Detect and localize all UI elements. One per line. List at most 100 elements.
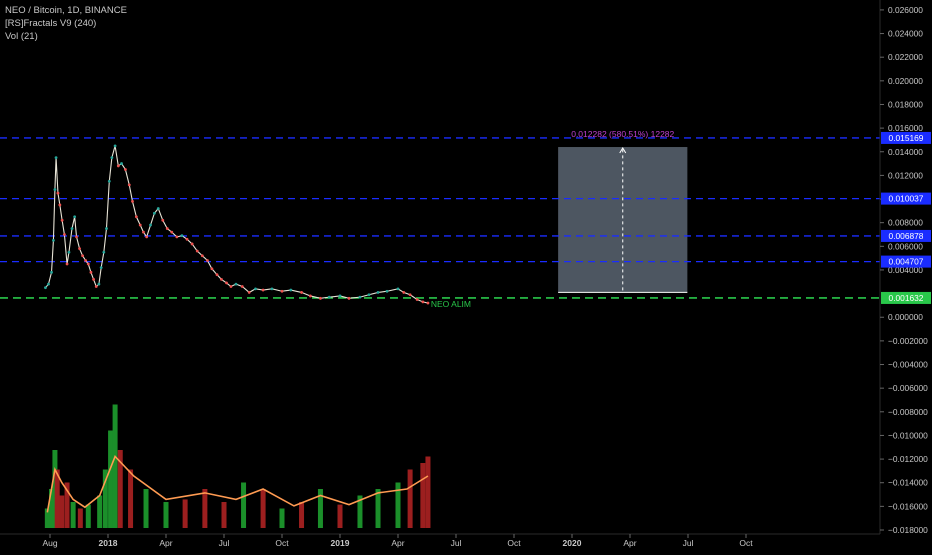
price-point: [145, 235, 149, 239]
price-axis[interactable]: 0.026000 0.024000 0.022000 0.020000 0.018000…: [879, 0, 928, 535]
time-axis-label: Aug: [42, 538, 57, 548]
price-axis-label: −0.002000: [888, 336, 928, 346]
volume-bar: [221, 502, 227, 528]
price-point: [73, 215, 77, 219]
price-point: [300, 291, 303, 294]
price-point: [210, 267, 214, 271]
volume-bar: [420, 463, 426, 528]
price-point: [175, 235, 179, 239]
price-point: [92, 278, 95, 281]
time-axis-label: Jul: [683, 538, 694, 548]
price-axis-label: 0.016000: [888, 123, 923, 133]
resistance-level-tag: [881, 192, 931, 205]
price-point: [138, 223, 142, 227]
price-point: [99, 266, 103, 269]
price-point: [229, 285, 233, 288]
volume-bar: [182, 499, 188, 528]
volume-ma-line: [46, 455, 429, 513]
time-axis-label: Apr: [159, 538, 172, 548]
legend-fractals-indicator[interactable]: [RS]Fractals V9 (240): [5, 18, 97, 29]
volume-bar: [77, 508, 83, 528]
price-point: [270, 287, 274, 291]
price-point: [180, 234, 184, 238]
measure-arrow-head: [619, 147, 627, 154]
time-axis-label: Jul: [451, 538, 462, 548]
support-level-tag-label: 0.001632: [889, 293, 924, 303]
volume-bar: [337, 504, 343, 528]
price-axis-label: −0.016000: [888, 501, 928, 511]
volume-bar: [112, 404, 118, 528]
price-axis-label: 0.022000: [888, 52, 923, 62]
time-axis[interactable]: Aug 2018 Apr Jul Oct 2019 Apr Jul Oct 2020 Apr Jul O…: [0, 533, 880, 548]
price-point: [161, 218, 165, 222]
legend-symbol[interactable]: NEO / Bitcoin, 1D, BINANCE: [5, 5, 127, 16]
resistance-level-tag-label: 0.004707: [889, 257, 924, 267]
price-point: [225, 281, 228, 285]
price-axis-label: 0.014000: [888, 147, 923, 157]
time-axis-label: Apr: [623, 538, 636, 548]
price-axis-label: 0.000000: [888, 312, 923, 322]
price-axis-label: 0.008000: [888, 218, 923, 228]
chart-legend: NEO / Bitcoin, 1D, BINANCE [RS]Fractals …: [5, 4, 127, 43]
volume-bar: [143, 489, 149, 528]
volume-bar: [241, 482, 247, 528]
price-point: [116, 164, 120, 168]
price-point: [308, 294, 312, 298]
price-point: [200, 254, 204, 258]
price-point: [70, 227, 74, 230]
price-point: [102, 250, 106, 254]
volume-bar: [70, 502, 76, 528]
price-point: [206, 259, 209, 262]
volume-bar: [59, 495, 65, 528]
price-point: [52, 239, 55, 242]
price-axis-label: 0.012000: [888, 170, 923, 180]
time-axis-label: 2020: [563, 538, 582, 548]
price-point: [338, 294, 342, 298]
price-point: [426, 301, 430, 305]
time-axis-label: 2018: [99, 538, 118, 548]
price-point: [94, 285, 98, 288]
price-pane: [44, 144, 430, 305]
price-point: [63, 233, 66, 236]
price-point: [84, 259, 88, 262]
volume-bar: [260, 489, 266, 528]
price-axis-label: 0.024000: [888, 29, 923, 39]
price-axis-label: 0.026000: [888, 5, 923, 15]
resistance-level-tag-label: 0.006878: [889, 231, 924, 241]
time-axis-label: Apr: [391, 538, 404, 548]
measure-tool[interactable]: 0.012282 (580.51%) 12282: [558, 129, 688, 293]
price-axis-label: 0.018000: [888, 99, 923, 109]
volume-bar: [117, 450, 123, 528]
time-axis-label: 2019: [331, 538, 350, 548]
measure-box[interactable]: [558, 147, 688, 293]
volume-bar: [49, 489, 55, 528]
price-point: [65, 262, 69, 266]
price-point: [149, 223, 152, 227]
price-axis-label: 0.020000: [888, 76, 923, 86]
resistance-level-tag-label: 0.015169: [889, 133, 924, 143]
legend-volume-indicator[interactable]: Vol (21): [5, 31, 38, 42]
price-point: [261, 288, 265, 292]
price-axis-label: −0.012000: [888, 454, 928, 464]
level-price-tags: 0.015169 0.010037 0.006878 0.004707 0.001632: [881, 131, 931, 304]
price-axis-label: −0.004000: [888, 360, 928, 370]
price-point: [402, 291, 406, 294]
volume-bar: [85, 504, 91, 528]
price-point: [50, 270, 53, 274]
volume-bar: [357, 495, 363, 528]
resistance-level-tag-label: 0.010037: [889, 194, 924, 204]
price-point: [124, 168, 127, 171]
price-point: [319, 296, 322, 300]
price-axis-label: 0.004000: [888, 265, 923, 275]
volume-bar: [97, 495, 103, 528]
support-level-tag: [881, 291, 931, 304]
measure-label: 0.012282 (580.51%) 12282: [571, 129, 674, 139]
volume-bar: [279, 508, 285, 528]
price-point: [89, 270, 93, 274]
price-point: [185, 237, 189, 241]
price-point: [254, 287, 257, 291]
price-point: [247, 291, 251, 294]
